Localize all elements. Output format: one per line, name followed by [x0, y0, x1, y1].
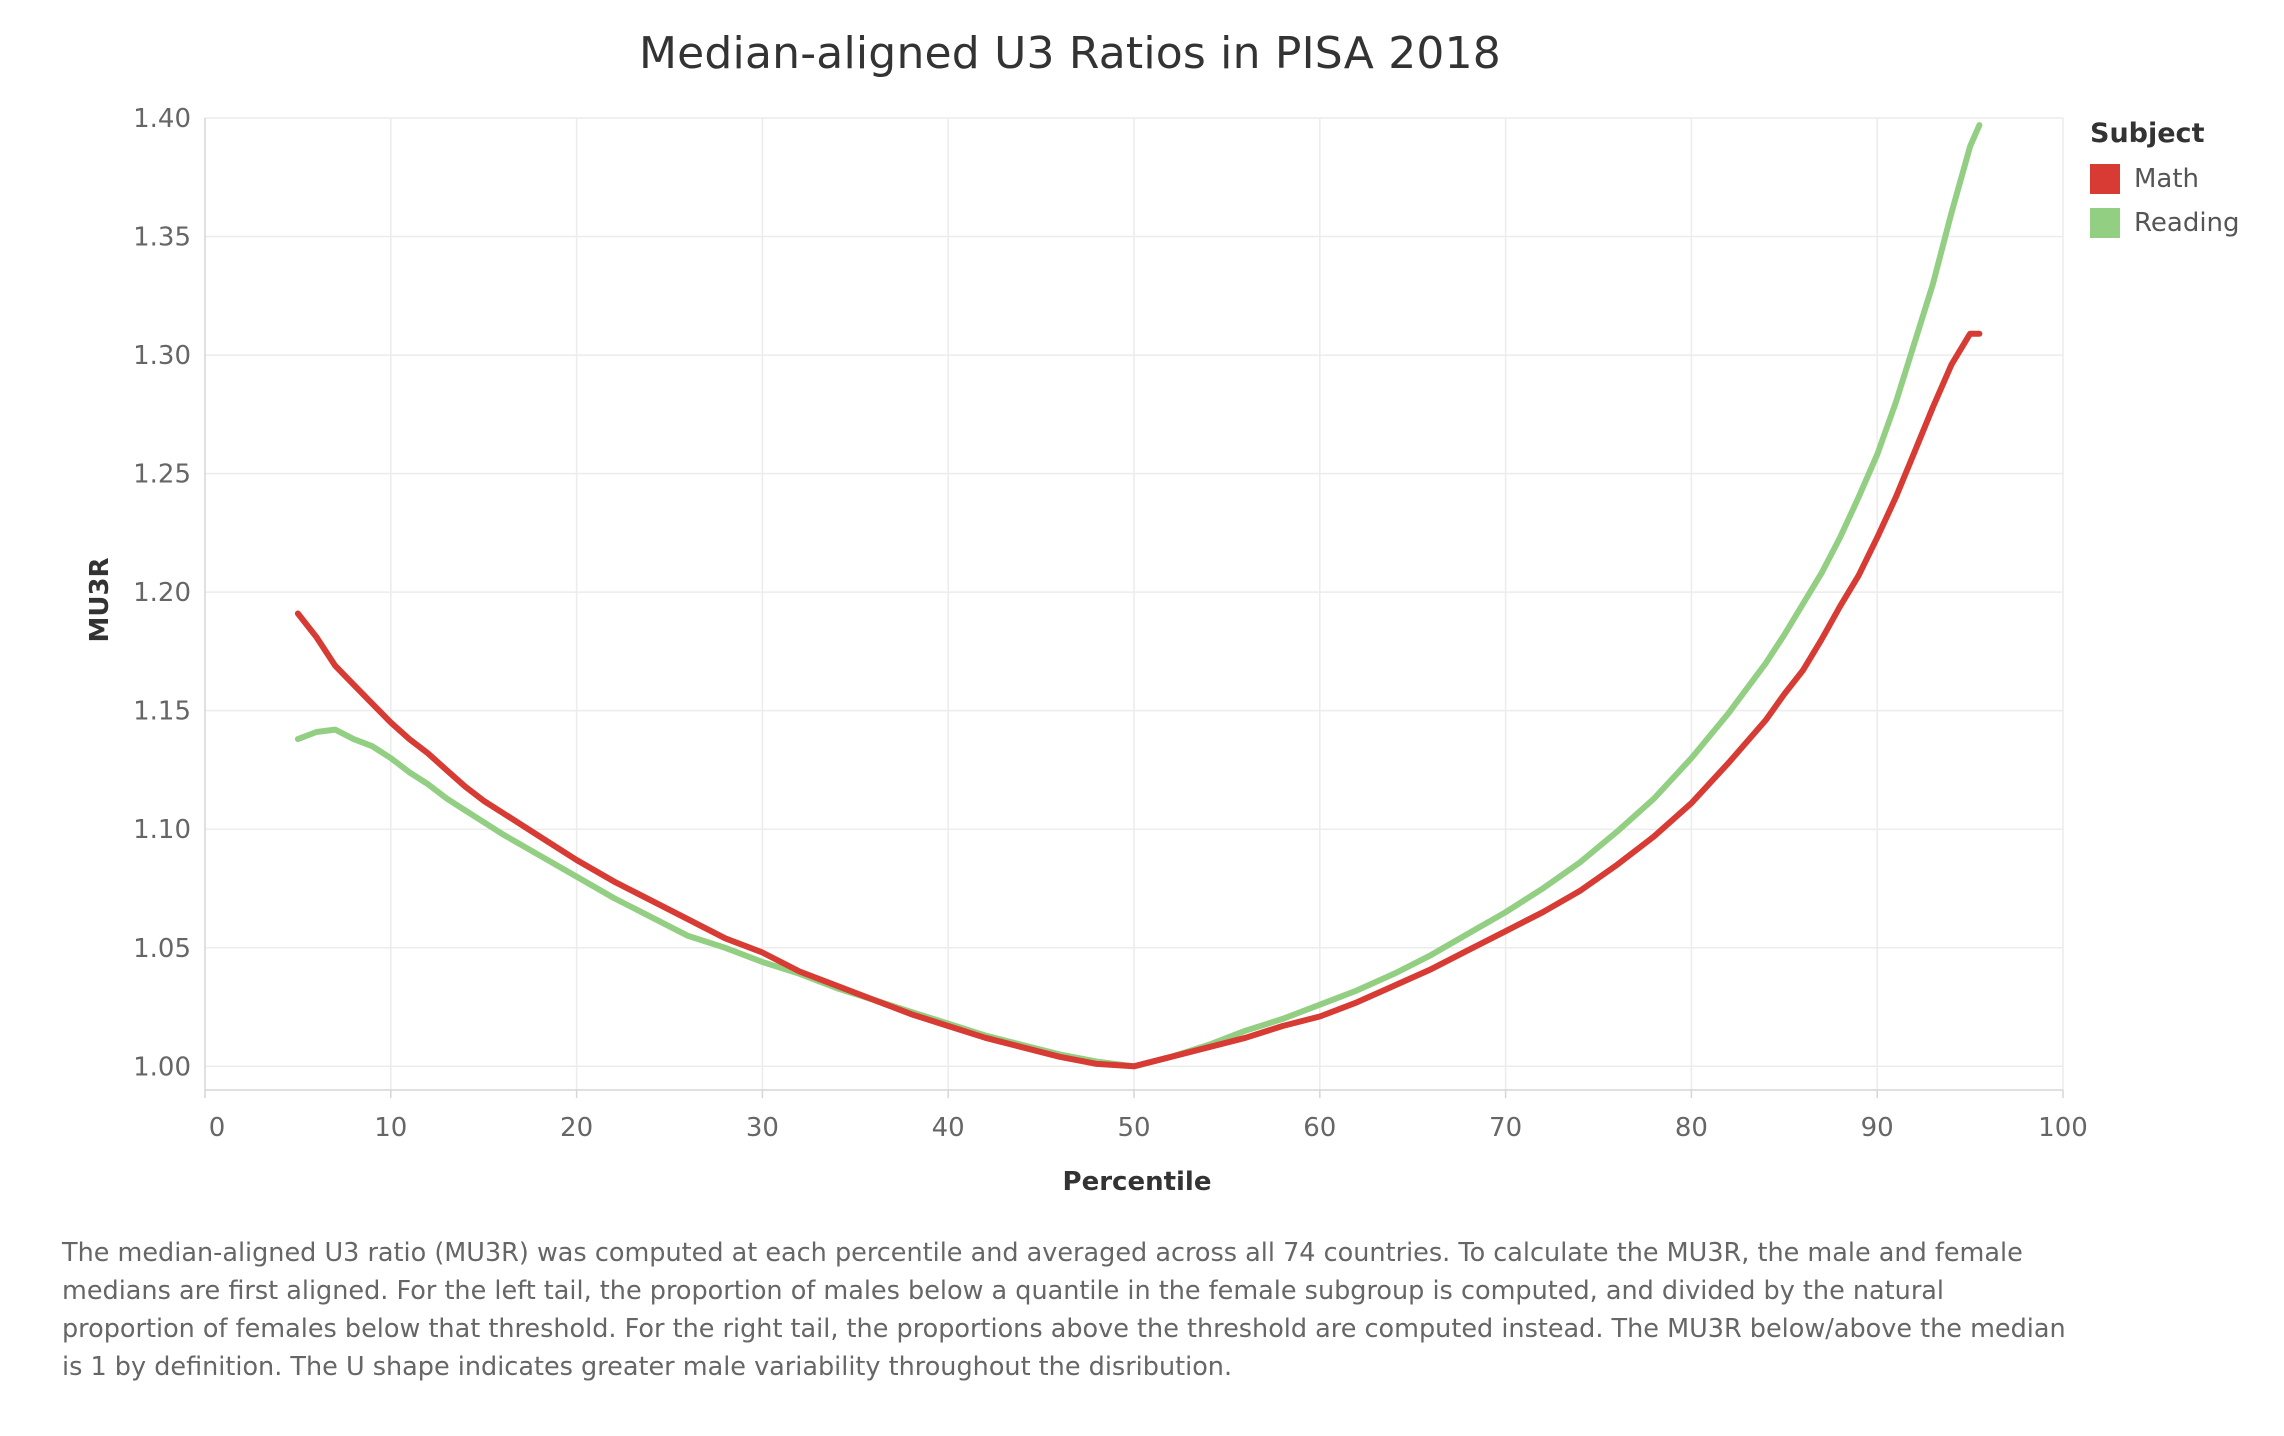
x-tick-label: 60: [1303, 1113, 1336, 1143]
x-tick-label: 10: [374, 1113, 407, 1143]
legend: Subject Math Reading: [2090, 118, 2280, 245]
y-tick-label: 1.00: [133, 1052, 191, 1082]
x-tick-label: 70: [1489, 1113, 1522, 1143]
y-tick-label: 1.25: [133, 460, 191, 490]
x-tick-label: 40: [932, 1113, 965, 1143]
legend-title: Subject: [2090, 118, 2205, 149]
y-tick-label: 1.05: [133, 934, 191, 964]
series-lines: [294, 122, 1983, 1070]
x-tick-label: 50: [1117, 1113, 1150, 1143]
grid-lines: [205, 117, 2064, 1090]
axes: [204, 118, 2064, 1098]
x-tick-label: 30: [746, 1113, 779, 1143]
y-tick-label: 1.35: [133, 223, 191, 253]
y-tick-label: 1.10: [133, 815, 191, 845]
legend-item-math[interactable]: Math: [2090, 157, 2280, 201]
tick-labels: 0 10 20 30 40 50 60 70 80 90 100 1.00 1.05 1.10 1.15 1.…: [133, 104, 2088, 1143]
series-line-math[interactable]: [294, 330, 1983, 1070]
legend-swatch-math: [2090, 164, 2120, 194]
x-tick-label: 80: [1675, 1113, 1708, 1143]
line-chart: 0 10 20 30 40 50 60 70 80 90 100 1.00 1.05 1.10 1.15 1.…: [85, 104, 2088, 1197]
x-tick-label: 100: [2038, 1113, 2088, 1143]
series-line-reading[interactable]: [294, 122, 1983, 1070]
x-tick-label: 90: [1861, 1113, 1894, 1143]
legend-item-reading[interactable]: Reading: [2090, 201, 2280, 245]
legend-label-reading: Reading: [2134, 208, 2240, 238]
chart-caption: The median-aligned U3 ratio (MU3R) was c…: [62, 1238, 2066, 1382]
y-tick-label: 1.30: [133, 341, 191, 371]
y-tick-label: 1.15: [133, 697, 191, 727]
chart-title: Median-aligned U3 Ratios in PISA 2018: [638, 28, 1501, 79]
y-tick-label: 1.40: [133, 104, 191, 134]
y-tick-label: 1.20: [133, 578, 191, 608]
x-axis-label: Percentile: [1063, 1167, 1212, 1197]
legend-label-math: Math: [2134, 164, 2200, 194]
x-tick-label: 20: [560, 1113, 593, 1143]
x-tick-label: 0: [209, 1113, 226, 1143]
y-axis-label: MU3R: [85, 557, 115, 642]
legend-swatch-reading: [2090, 208, 2120, 238]
